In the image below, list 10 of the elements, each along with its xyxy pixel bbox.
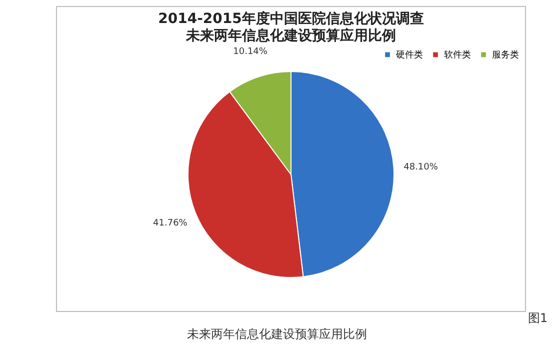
text: 未来两年信息化建设预算应用比例 — [186, 326, 368, 343]
legend-label: 服务类 — [492, 50, 519, 60]
caption: 图1 — [528, 310, 548, 327]
chart-subtitle: 未来两年信息化建设预算应用比例 — [185, 27, 396, 44]
legend-label: 软件类 — [444, 50, 471, 60]
chart-title: 2014-2015年度中国医院信息化状况调查 — [158, 10, 424, 28]
data-label: 41.76% — [153, 218, 188, 229]
data-label: 48.10% — [404, 162, 438, 173]
legend-label: 硬件类 — [396, 50, 423, 60]
data-label: 10.14% — [233, 47, 268, 58]
